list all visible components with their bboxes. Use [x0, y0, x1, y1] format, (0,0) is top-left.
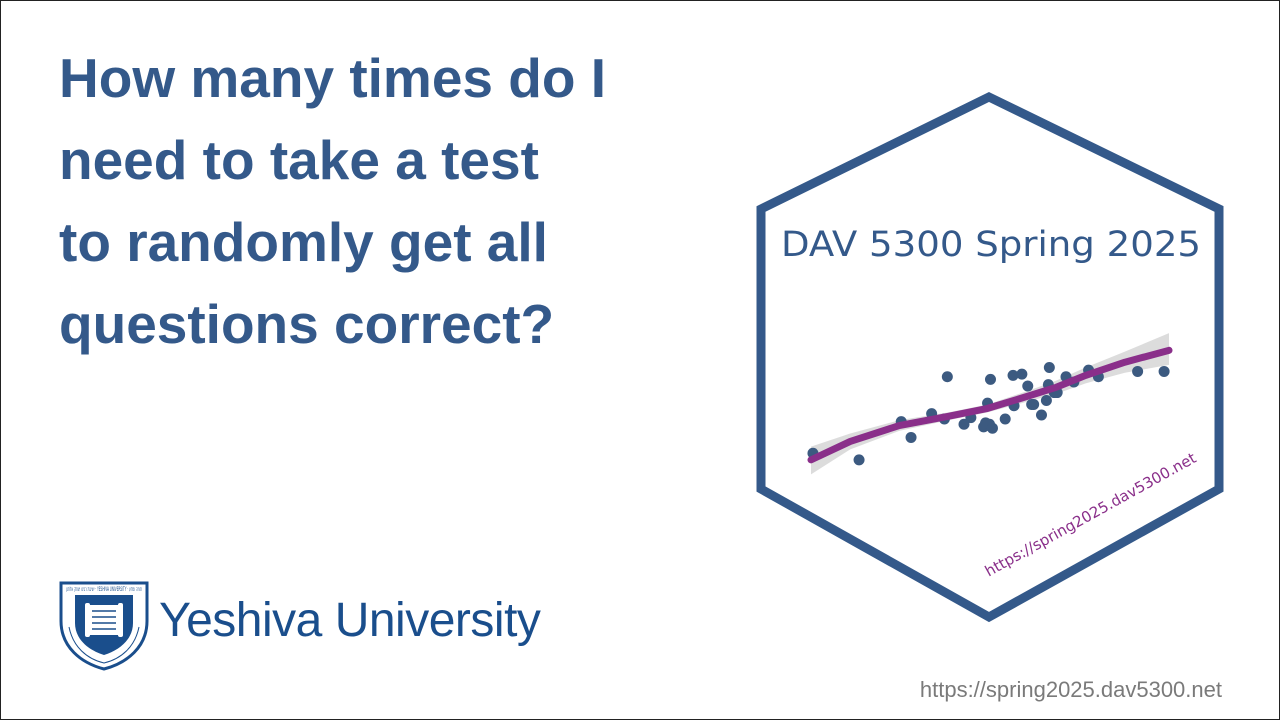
scatter-point	[1007, 369, 1019, 381]
footer-url: https://spring2025.dav5300.net	[919, 677, 1222, 702]
scatter-point	[853, 454, 865, 466]
scatter-point	[1132, 365, 1144, 377]
trend-line	[807, 346, 1173, 464]
scatter-point	[1035, 409, 1047, 421]
title-line-2: need to take a test	[59, 129, 539, 191]
hex-sticker: DAV 5300 Spring 2025 https://spring2025.…	[751, 89, 1231, 634]
hex-sticker-graphic: DAV 5300 Spring 2025 https://spring2025.…	[756, 91, 1224, 623]
scatter-point	[1043, 361, 1055, 373]
university-wordmark: Yeshiva University	[159, 594, 541, 647]
scatter-point	[1016, 368, 1028, 380]
scatter-point	[1040, 394, 1052, 406]
scatter-point	[984, 373, 996, 385]
title-line-4: questions correct?	[59, 293, 555, 355]
scatter-point	[941, 371, 953, 383]
scatter-point	[1158, 365, 1170, 377]
scatter-point	[999, 413, 1011, 425]
hex-border	[756, 91, 1224, 623]
title-line-1: How many times do I	[59, 47, 607, 109]
slide-title: How many times do I need to take a test …	[59, 37, 699, 365]
yeshiva-university-logo: ישיבת רבינו יצחק אלחנן · YESHIVA UNIVERS…	[57, 577, 541, 673]
scatter-point	[1028, 398, 1040, 410]
scatter-point	[986, 422, 998, 434]
hex-title: DAV 5300 Spring 2025	[781, 225, 1201, 265]
seal-hebrew-top: ישיבת רבינו יצחק אלחנן · YESHIVA UNIVERS…	[66, 586, 142, 593]
university-seal-icon: ישיבת רבינו יצחק אלחנן · YESHIVA UNIVERS…	[59, 581, 149, 671]
hex-scatter-plot	[807, 333, 1173, 475]
scatter-point	[958, 418, 970, 430]
scatter-point	[1022, 380, 1034, 392]
scatter-point	[905, 431, 917, 443]
title-line-3: to randomly get all	[59, 211, 548, 273]
